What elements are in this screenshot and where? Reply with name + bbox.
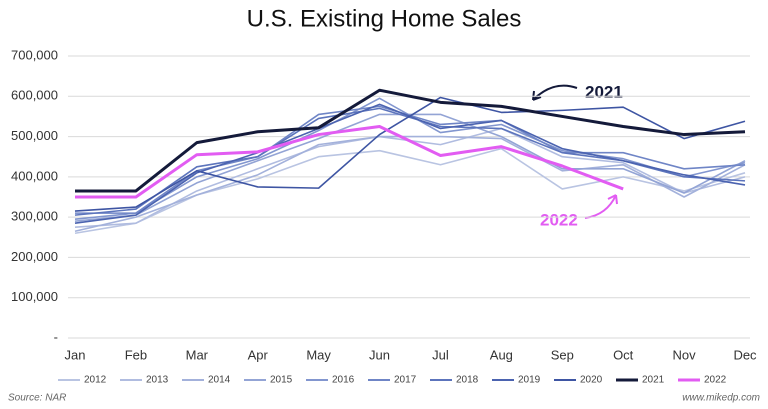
x-tick-label: May: [306, 347, 331, 362]
legend-text: 2012: [84, 375, 107, 386]
x-tick-label: Oct: [613, 347, 634, 362]
y-tick-label: 300,000: [11, 209, 58, 224]
series-line: [75, 88, 746, 193]
y-tick-label: 400,000: [11, 168, 58, 183]
legend-text: 2016: [332, 375, 355, 386]
x-tick-label: Nov: [673, 347, 697, 362]
y-tick-label: 100,000: [11, 289, 58, 304]
series-line: [74, 107, 746, 216]
x-tick-label: Dec: [733, 347, 757, 362]
x-tick-label: Apr: [248, 347, 269, 362]
legend-text: 2017: [394, 375, 417, 386]
legend-text: 2021: [642, 375, 665, 386]
series-line: [74, 147, 746, 235]
chart-title: U.S. Existing Home Sales: [247, 5, 522, 32]
legend-text: 2018: [456, 375, 479, 386]
x-tick-label: Feb: [125, 347, 147, 362]
legend-text: 2022: [704, 375, 727, 386]
annotation-arrow: [584, 194, 618, 219]
series-line: [74, 96, 746, 212]
legend-text: 2020: [580, 375, 603, 386]
y-tick-label: 700,000: [11, 47, 58, 62]
series-line: [75, 125, 624, 199]
legend-text: 2015: [270, 375, 293, 386]
x-tick-label: Sep: [551, 347, 574, 362]
legend-text: 2019: [518, 375, 541, 386]
legend-text: 2013: [146, 375, 169, 386]
legend-text: 2014: [208, 375, 231, 386]
x-tick-label: Aug: [490, 347, 513, 362]
y-tick-label: -: [54, 329, 58, 344]
x-tick-label: Jan: [65, 347, 86, 362]
source: Source: NAR: [8, 393, 66, 404]
y-tick-label: 600,000: [11, 88, 58, 103]
series-line: [74, 113, 746, 222]
annotation: 2021: [585, 82, 623, 101]
annotation: 2022: [540, 210, 578, 229]
x-tick-label: Jun: [369, 347, 390, 362]
credit: www.mikedp.com: [682, 393, 760, 404]
y-tick-label: 500,000: [11, 128, 58, 143]
annotation-arrow: [532, 84, 578, 101]
x-tick-label: Jul: [432, 347, 449, 362]
x-tick-label: Mar: [186, 347, 209, 362]
y-tick-label: 200,000: [11, 249, 58, 264]
series-line: [74, 135, 746, 233]
